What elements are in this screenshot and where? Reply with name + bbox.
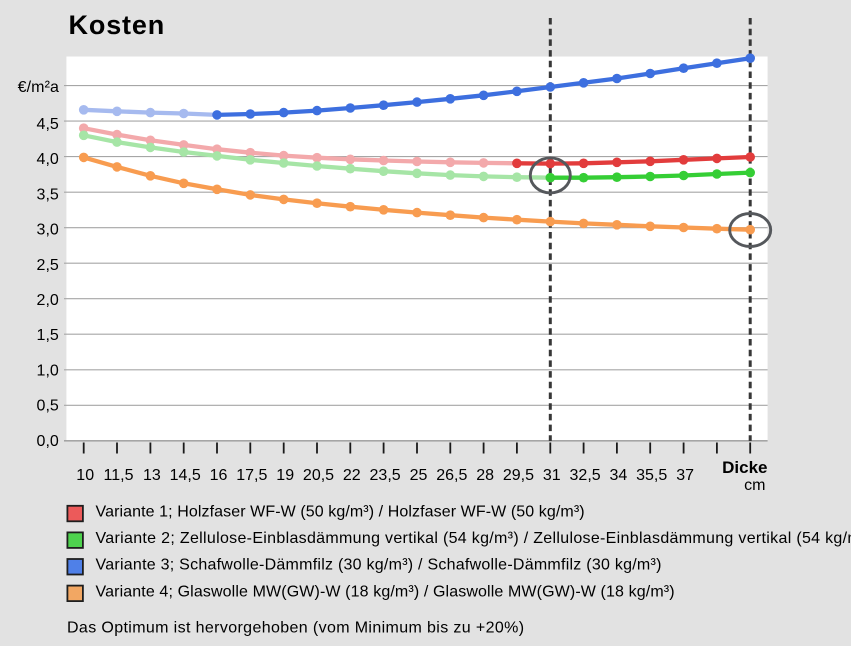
svg-text:2,0: 2,0 [37,292,59,309]
svg-text:1,0: 1,0 [37,362,59,379]
svg-text:0,0: 0,0 [37,433,59,450]
svg-text:23,5: 23,5 [370,467,401,484]
svg-text:3,5: 3,5 [37,186,59,203]
svg-text:34: 34 [610,467,628,484]
svg-text:25: 25 [410,467,428,484]
svg-text:31: 31 [543,467,561,484]
svg-text:28: 28 [476,467,494,484]
svg-text:19: 19 [276,467,294,484]
svg-text:Kosten: Kosten [69,10,166,40]
svg-text:Das Optimum ist hervorgehoben: Das Optimum ist hervorgehoben (vom Minim… [67,620,524,637]
svg-text:35,5: 35,5 [636,467,667,484]
svg-text:Variante 2; Zellulose-Einblasd: Variante 2; Zellulose-Einblasdämmung ver… [96,530,851,547]
svg-text:10: 10 [76,467,94,484]
svg-text:22: 22 [343,467,361,484]
svg-text:1,5: 1,5 [37,327,59,344]
svg-text:cm: cm [744,477,765,494]
svg-text:32,5: 32,5 [570,467,601,484]
svg-text:Variante 3; Schafwolle-Dämmfil: Variante 3; Schafwolle-Dämmfilz (30 kg/m… [96,557,662,574]
svg-text:37: 37 [676,467,694,484]
svg-text:€/m²a: €/m²a [18,79,59,96]
svg-text:11,5: 11,5 [104,467,134,484]
svg-text:3,0: 3,0 [37,222,59,239]
svg-text:4,5: 4,5 [37,116,59,133]
svg-text:Variante 4; Glaswolle MW(GW)-W: Variante 4; Glaswolle MW(GW)-W (18 kg/m³… [96,583,675,600]
svg-text:16: 16 [210,467,228,484]
svg-text:14,5: 14,5 [170,467,201,484]
svg-text:13: 13 [143,467,161,484]
svg-text:Dicke: Dicke [722,458,767,477]
svg-text:2,5: 2,5 [37,257,59,274]
svg-text:20,5: 20,5 [303,467,334,484]
svg-text:4,0: 4,0 [37,151,59,168]
svg-text:Variante 1; Holzfaser WF-W (50: Variante 1; Holzfaser WF-W (50 kg/m³) / … [96,504,585,521]
svg-text:0,5: 0,5 [37,398,59,415]
svg-text:29,5: 29,5 [503,467,534,484]
svg-text:17,5: 17,5 [236,467,267,484]
svg-text:26,5: 26,5 [436,467,467,484]
